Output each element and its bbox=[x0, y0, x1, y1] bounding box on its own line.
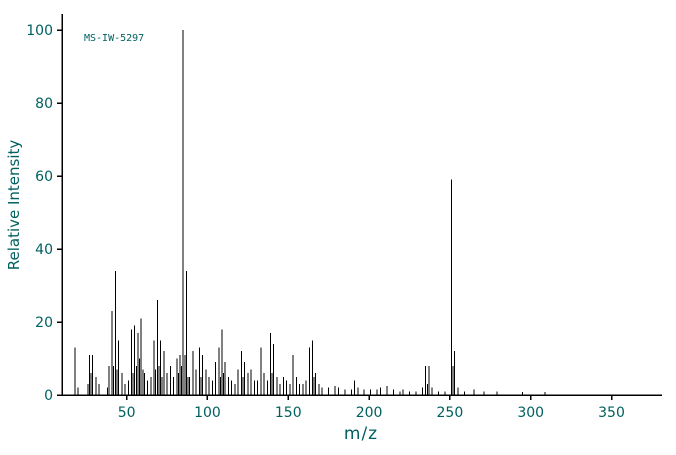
x-axis-ticks: 50 100 150 200 250 300 350 bbox=[118, 395, 625, 421]
y-axis-ticks: 0 20 40 60 80 100 bbox=[26, 23, 62, 404]
x-axis-title: m/z bbox=[343, 424, 379, 444]
y-tick-label: 60 bbox=[35, 169, 53, 185]
x-tick-label: 100 bbox=[194, 405, 221, 421]
y-tick-label: 100 bbox=[26, 23, 53, 39]
x-tick-label: 350 bbox=[598, 405, 625, 421]
y-tick-label: 0 bbox=[44, 388, 53, 404]
axes bbox=[61, 14, 662, 396]
x-tick-label: 200 bbox=[356, 405, 383, 421]
peaks bbox=[74, 30, 546, 395]
spectrum-id-label: MS-IW-5297 bbox=[84, 33, 145, 44]
x-tick-label: 150 bbox=[275, 405, 302, 421]
x-tick-label: 50 bbox=[118, 405, 136, 421]
x-tick-label: 300 bbox=[517, 405, 544, 421]
x-tick-label: 250 bbox=[437, 405, 464, 421]
y-axis-title: Relative Intensity bbox=[5, 139, 23, 271]
y-tick-label: 40 bbox=[35, 242, 53, 258]
y-tick-label: 80 bbox=[35, 96, 53, 112]
y-tick-label: 20 bbox=[35, 315, 53, 331]
